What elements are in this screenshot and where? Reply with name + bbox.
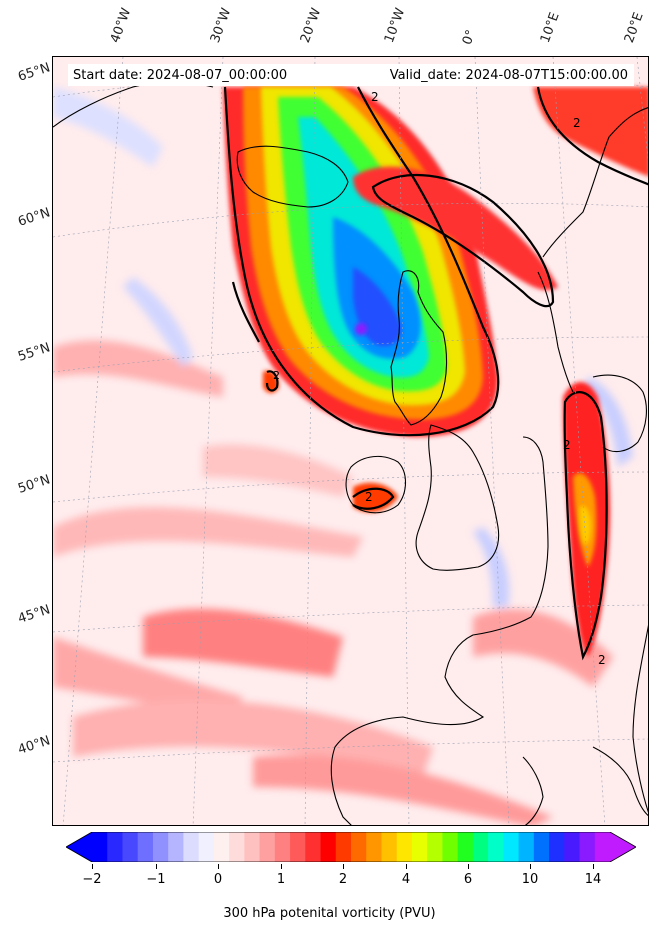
colorbar-swatch — [533, 832, 550, 862]
contour-label-2: 2 — [573, 116, 581, 130]
colorbar-tick-10: 10 — [521, 872, 539, 887]
colorbar-tick-mark — [530, 864, 531, 869]
colorbar-swatch — [137, 832, 154, 862]
pv-2pvu-contours — [223, 86, 648, 661]
colorbar-tick-mark — [92, 864, 93, 869]
colorbar-extend-max — [610, 832, 636, 862]
colorbar-swatch — [396, 832, 413, 862]
colorbar-swatch — [488, 832, 504, 862]
colorbar-tick-4: 4 — [401, 872, 411, 887]
start-date-text: Start date: 2024-08-07_00:00:00 — [73, 67, 288, 83]
colorbar-swatch — [168, 832, 184, 862]
colorbar-label: 300 hPa potenital vorticity (PVU) — [223, 906, 436, 921]
lon-label-20w: 20°W — [297, 6, 325, 45]
colorbar-tick-mark — [281, 864, 282, 869]
colorbar-swatch — [594, 832, 611, 862]
contour-label-1: 2 — [371, 90, 379, 104]
colorbar-swatch — [564, 832, 581, 862]
iceland-coast — [236, 145, 349, 208]
colorbar-swatch — [503, 832, 520, 862]
colorbar-swatch — [290, 832, 306, 862]
colorbar-tick-mark — [406, 864, 407, 869]
colorbar-tick-neg2: −2 — [82, 872, 102, 887]
colorbar-tick-mark — [218, 864, 219, 869]
contour-label-4: 2 — [365, 490, 373, 504]
colorbar-tick-2: 2 — [338, 872, 348, 887]
coastlines — [53, 81, 648, 825]
colorbar-tick-neg1: −1 — [146, 872, 166, 887]
colorbar-swatch — [213, 832, 230, 862]
england-coast — [415, 424, 500, 571]
colorbar-swatch — [305, 832, 322, 862]
contour-label-5: 2 — [563, 438, 571, 452]
colorbar-swatch — [472, 832, 489, 862]
colorbar-swatch — [107, 832, 123, 862]
lat-label-40n: 40°N — [16, 733, 53, 758]
lon-label-30w: 30°W — [207, 6, 235, 45]
colorbar — [65, 831, 637, 863]
colorbar-swatch — [366, 832, 382, 862]
colorbar-tick-14: 14 — [584, 872, 602, 887]
colorbar-swatch — [229, 832, 245, 862]
colorbar-tick-1: 1 — [276, 872, 286, 887]
colorbar-tick-6: 6 — [463, 872, 473, 887]
colorbar-tick-mark — [468, 864, 469, 869]
colorbar-swatch — [320, 832, 337, 862]
lon-label-10e: 10°E — [537, 10, 563, 46]
colorbar-extend-min — [66, 832, 92, 862]
colorbar-swatch — [274, 832, 291, 862]
lat-label-50n: 50°N — [16, 472, 53, 497]
colorbar-swatch — [457, 832, 474, 862]
colorbar-swatch — [259, 832, 276, 862]
lon-label-10w: 10°W — [381, 6, 409, 45]
colorbar-swatch — [183, 832, 200, 862]
lat-label-65n: 65°N — [16, 60, 53, 85]
lat-label-55n: 55°N — [16, 340, 53, 365]
colorbar-swatch — [381, 832, 398, 862]
date-info-box: Start date: 2024-08-07_00:00:00 Valid_da… — [68, 64, 634, 86]
colorbar-swatch — [122, 832, 139, 862]
contour-label-6: 2 — [598, 653, 606, 667]
colorbar-swatch — [244, 832, 261, 862]
map-panel: 2 2 2 2 2 2 — [52, 56, 649, 826]
colorbar-swatch — [92, 832, 108, 862]
colorbar-swatch — [198, 832, 215, 862]
colorbar-swatch — [152, 832, 169, 862]
lon-label-40w: 40°W — [107, 6, 135, 45]
colorbar-tick-mark — [156, 864, 157, 869]
colorbar-swatch — [442, 832, 459, 862]
pv-field-plot: 2 2 2 2 2 2 — [53, 57, 648, 825]
colorbar-tick-mark — [343, 864, 344, 869]
colorbar-swatch — [335, 832, 352, 862]
great-britain-coast — [390, 270, 448, 426]
colorbar-swatch — [549, 832, 565, 862]
lat-label-45n: 45°N — [16, 602, 53, 627]
colorbar-tick-0: 0 — [213, 872, 223, 887]
colorbar-swatch — [427, 832, 443, 862]
contour-label-3: 2 — [273, 369, 280, 382]
colorbar-swatch — [579, 832, 596, 862]
valid-date-text: Valid_date: 2024-08-07T15:00:00.00 — [389, 67, 628, 83]
lat-label-60n: 60°N — [16, 205, 53, 230]
ireland-coast — [345, 455, 407, 514]
colorbar-swatch — [411, 832, 428, 862]
pv-streamer-main — [223, 87, 498, 437]
colorbar-swatch — [351, 832, 367, 862]
colorbar-graphic — [65, 831, 637, 863]
lon-label-0: 0° — [459, 27, 480, 47]
colorbar-swatch — [518, 832, 535, 862]
lon-label-20e: 20°E — [621, 10, 647, 46]
colorbar-ticks: −2 −1 0 1 2 4 6 10 14 — [66, 864, 636, 894]
colorbar-tick-mark — [593, 864, 594, 869]
